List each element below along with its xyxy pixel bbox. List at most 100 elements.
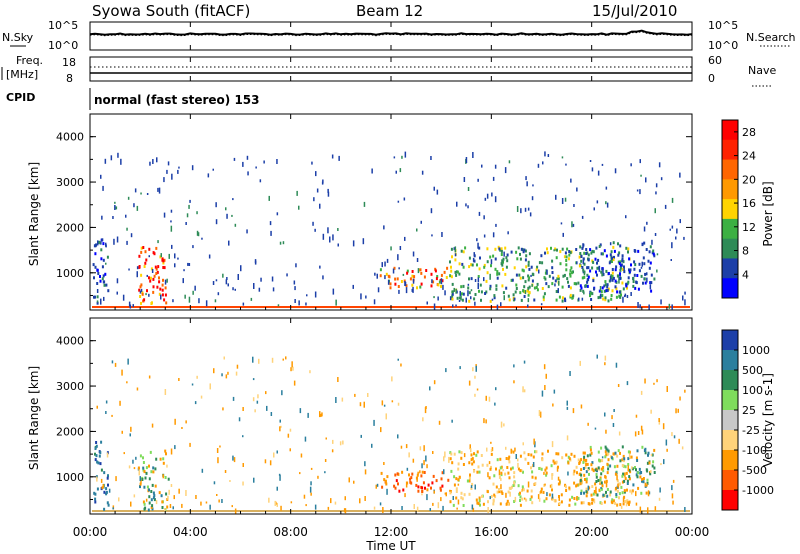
scatter-echo (315, 171, 317, 177)
scatter-echo (640, 425, 643, 431)
colorbar-tick-label: 8 (742, 245, 749, 258)
scatter-echo (679, 219, 681, 224)
range-cell (462, 250, 465, 254)
scatter-echo (553, 461, 555, 465)
range-cell (395, 479, 398, 483)
scatter-echo (476, 238, 478, 242)
range-cell (626, 479, 629, 483)
range-cell (618, 496, 620, 500)
range-cell (95, 454, 98, 458)
range-cell (576, 471, 578, 475)
range-cell (609, 490, 612, 494)
range-cell (512, 484, 515, 487)
range-cell (564, 251, 567, 255)
scatter-echo (454, 246, 457, 253)
scatter-echo (384, 261, 386, 267)
range-cell (558, 501, 561, 505)
scatter-echo (398, 267, 400, 270)
range-cell (542, 295, 545, 299)
range-cell (161, 258, 164, 262)
scatter-echo (623, 266, 625, 271)
scatter-echo (503, 251, 505, 257)
scatter-echo (377, 287, 380, 293)
range-cell (528, 285, 531, 289)
range-cell (611, 271, 614, 275)
range-cell (643, 241, 646, 245)
range-cell (527, 274, 530, 278)
range-cell (141, 292, 144, 296)
scatter-echo (438, 420, 441, 425)
range-cell (485, 290, 488, 294)
range-cell (139, 454, 142, 458)
scatter-echo (364, 469, 367, 475)
range-cell (501, 259, 504, 263)
scatter-echo (222, 273, 224, 278)
range-cell (582, 268, 585, 272)
scatter-echo (478, 211, 481, 216)
range-cell (594, 482, 597, 486)
scatter-echo (452, 304, 454, 308)
range-cell (521, 497, 524, 501)
range-cell (531, 470, 534, 474)
range-cell (643, 449, 646, 452)
range-cell (625, 246, 628, 250)
scatter-echo (567, 471, 569, 476)
range-cell (467, 286, 470, 290)
range-cell (432, 474, 435, 478)
scatter-echo (96, 405, 98, 409)
range-cell (637, 486, 640, 490)
range-cell (145, 258, 148, 262)
scatter-echo (285, 356, 287, 360)
range-cell (417, 489, 420, 493)
scatter-echo (218, 499, 220, 503)
range-cell (486, 271, 489, 275)
scatter-echo (139, 476, 141, 482)
scatter-echo (115, 476, 117, 482)
range-cell (450, 269, 453, 273)
scatter-echo (583, 291, 585, 295)
range-cell (601, 273, 604, 277)
range-cell (476, 450, 479, 454)
scatter-echo (417, 268, 420, 274)
range-cell (455, 490, 458, 493)
range-cell (628, 268, 630, 272)
ytick-label: 2000 (56, 221, 84, 234)
range-cell (515, 250, 518, 254)
scatter-echo (386, 488, 388, 495)
scatter-echo (391, 376, 393, 382)
range-cell (530, 265, 533, 269)
scatter-echo (430, 156, 432, 160)
range-cell (148, 276, 150, 280)
range-cell (94, 265, 97, 269)
range-cell (464, 246, 467, 250)
scatter-echo (258, 358, 260, 364)
scatter-echo (665, 439, 668, 446)
range-cell (512, 293, 515, 297)
range-cell (438, 280, 441, 284)
scatter-echo (641, 261, 643, 267)
range-cell (601, 459, 604, 463)
scatter-echo (168, 489, 170, 495)
range-cell (389, 282, 392, 286)
scatter-echo (527, 304, 529, 308)
scatter-echo (250, 297, 253, 301)
range-cell (489, 287, 492, 291)
scatter-echo (551, 493, 554, 499)
range-cell (565, 485, 567, 489)
range-cell (440, 284, 442, 288)
range-cell (638, 467, 641, 471)
range-cell (160, 494, 163, 498)
scatter-echo (532, 462, 535, 467)
range-cell (449, 491, 452, 495)
range-cell (481, 463, 484, 467)
range-cell (513, 475, 516, 479)
range-cell (604, 283, 607, 287)
colorbar-segment (722, 490, 738, 511)
scatter-echo (334, 501, 337, 505)
scatter-echo (431, 279, 433, 284)
scatter-echo (676, 228, 678, 234)
scatter-echo (242, 463, 244, 467)
range-cell (145, 471, 148, 475)
range-cell (584, 284, 587, 288)
range-cell (156, 270, 159, 274)
